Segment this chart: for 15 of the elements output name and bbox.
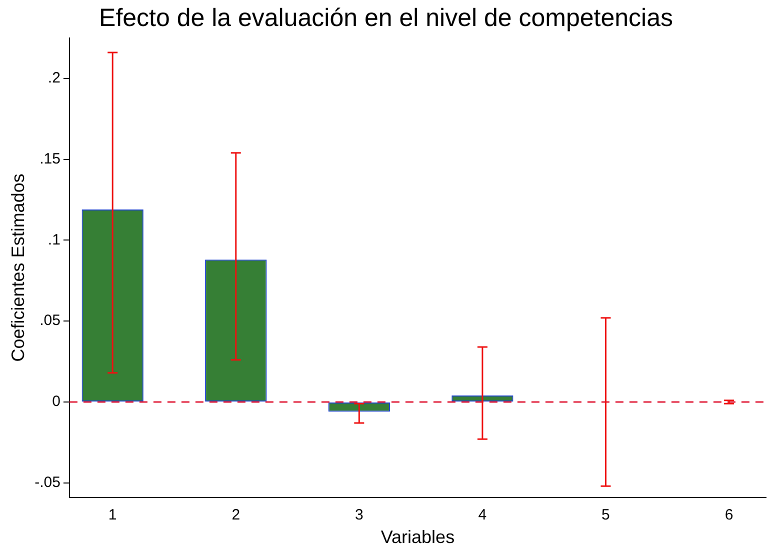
- y-tick-label: .2: [48, 70, 60, 87]
- y-tick-label: .1: [48, 231, 60, 248]
- x-tick-label: 2: [232, 506, 240, 524]
- x-axis-title: Variables: [380, 527, 455, 548]
- x-tick-label: 4: [478, 506, 487, 524]
- x-tick-label: 5: [602, 506, 610, 524]
- y-tick-label: 0: [52, 393, 60, 410]
- chart-title: Efecto de la evaluación en el nivel de competencias: [99, 4, 673, 32]
- y-tick-label: -.05: [34, 474, 60, 491]
- y-axis-title: Coeficientes Estimados: [8, 174, 28, 362]
- y-tick-label: .15: [40, 150, 60, 168]
- y-tick-label: .05: [40, 312, 60, 330]
- x-tick-label: 6: [724, 506, 734, 524]
- x-tick-label: 3: [354, 506, 364, 524]
- x-tick-label: 1: [108, 506, 117, 524]
